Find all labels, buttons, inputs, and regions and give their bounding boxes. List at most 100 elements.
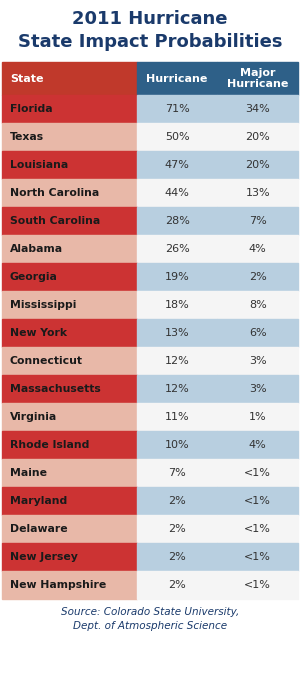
Text: 11%: 11% [165, 412, 189, 422]
Bar [137, 375, 218, 403]
Bar [2, 431, 137, 459]
Bar [2, 375, 137, 403]
Text: Connecticut: Connecticut [10, 356, 83, 366]
Text: 4%: 4% [249, 440, 267, 450]
Bar [2, 123, 137, 151]
Bar [218, 515, 298, 543]
Bar [218, 235, 298, 263]
Bar [218, 123, 298, 151]
Text: Source: Colorado State University,
Dept. of Atmospheric Science: Source: Colorado State University, Dept.… [61, 607, 239, 631]
Bar [137, 263, 218, 291]
Bar [2, 319, 137, 347]
Text: 20%: 20% [245, 160, 270, 170]
Bar [137, 431, 218, 459]
Bar [2, 571, 137, 599]
Bar [218, 487, 298, 515]
Text: 26%: 26% [165, 244, 190, 254]
Text: New York: New York [10, 328, 67, 338]
Text: 2011 Hurricane
State Impact Probabilities: 2011 Hurricane State Impact Probabilitie… [18, 10, 282, 51]
Bar [218, 263, 298, 291]
Bar [2, 95, 137, 123]
Bar [2, 151, 137, 179]
Text: 6%: 6% [249, 328, 267, 338]
Text: 28%: 28% [165, 216, 190, 226]
Text: Massachusetts: Massachusetts [10, 384, 101, 394]
Text: 12%: 12% [165, 356, 190, 366]
Text: 2%: 2% [168, 524, 186, 534]
Bar [137, 291, 218, 319]
Text: 2%: 2% [168, 580, 186, 590]
Bar [2, 207, 137, 235]
Text: <1%: <1% [244, 524, 271, 534]
Text: 4%: 4% [249, 244, 267, 254]
Text: Virginia: Virginia [10, 412, 57, 422]
Text: 71%: 71% [165, 104, 190, 114]
Text: Major
Hurricane: Major Hurricane [227, 67, 288, 89]
Bar [137, 207, 218, 235]
Text: Florida: Florida [10, 104, 52, 114]
Text: South Carolina: South Carolina [10, 216, 100, 226]
Bar [137, 179, 218, 207]
Bar [2, 543, 137, 571]
Text: New Jersey: New Jersey [10, 552, 78, 562]
Bar [137, 95, 218, 123]
Text: Alabama: Alabama [10, 244, 63, 254]
Text: New Hampshire: New Hampshire [10, 580, 106, 590]
Bar [137, 487, 218, 515]
Bar [2, 291, 137, 319]
Text: 7%: 7% [249, 216, 267, 226]
Text: Maryland: Maryland [10, 496, 67, 506]
Bar [137, 403, 218, 431]
Bar [137, 319, 218, 347]
Text: Mississippi: Mississippi [10, 300, 76, 310]
Bar [137, 459, 218, 487]
Text: Texas: Texas [10, 132, 44, 142]
Text: Louisiana: Louisiana [10, 160, 68, 170]
Bar [218, 151, 298, 179]
Text: 50%: 50% [165, 132, 189, 142]
Text: Rhode Island: Rhode Island [10, 440, 89, 450]
Text: <1%: <1% [244, 496, 271, 506]
Text: 13%: 13% [245, 188, 270, 198]
Bar [218, 319, 298, 347]
Bar [218, 179, 298, 207]
Bar [218, 291, 298, 319]
Text: 12%: 12% [165, 384, 190, 394]
Text: North Carolina: North Carolina [10, 188, 99, 198]
Bar [2, 62, 137, 95]
Bar [137, 515, 218, 543]
Bar [2, 487, 137, 515]
Bar [137, 347, 218, 375]
Text: Georgia: Georgia [10, 272, 58, 282]
Bar [218, 207, 298, 235]
Bar [137, 571, 218, 599]
Text: Delaware: Delaware [10, 524, 68, 534]
Text: State: State [10, 74, 43, 83]
Bar [2, 263, 137, 291]
Bar [2, 459, 137, 487]
Bar [137, 543, 218, 571]
Bar [218, 375, 298, 403]
Text: 7%: 7% [168, 468, 186, 478]
Bar [137, 235, 218, 263]
Text: <1%: <1% [244, 552, 271, 562]
Text: <1%: <1% [244, 580, 271, 590]
Text: <1%: <1% [244, 468, 271, 478]
Text: 2%: 2% [168, 496, 186, 506]
Text: 3%: 3% [249, 356, 267, 366]
Bar [218, 571, 298, 599]
Bar [2, 235, 137, 263]
Bar [218, 459, 298, 487]
Text: 34%: 34% [245, 104, 270, 114]
Bar [2, 179, 137, 207]
Text: 3%: 3% [249, 384, 267, 394]
Text: 19%: 19% [165, 272, 190, 282]
Bar [137, 62, 218, 95]
Text: 13%: 13% [165, 328, 189, 338]
Bar [218, 403, 298, 431]
Text: 47%: 47% [165, 160, 190, 170]
Text: 1%: 1% [249, 412, 267, 422]
Text: Maine: Maine [10, 468, 47, 478]
Text: 10%: 10% [165, 440, 189, 450]
Bar [137, 151, 218, 179]
